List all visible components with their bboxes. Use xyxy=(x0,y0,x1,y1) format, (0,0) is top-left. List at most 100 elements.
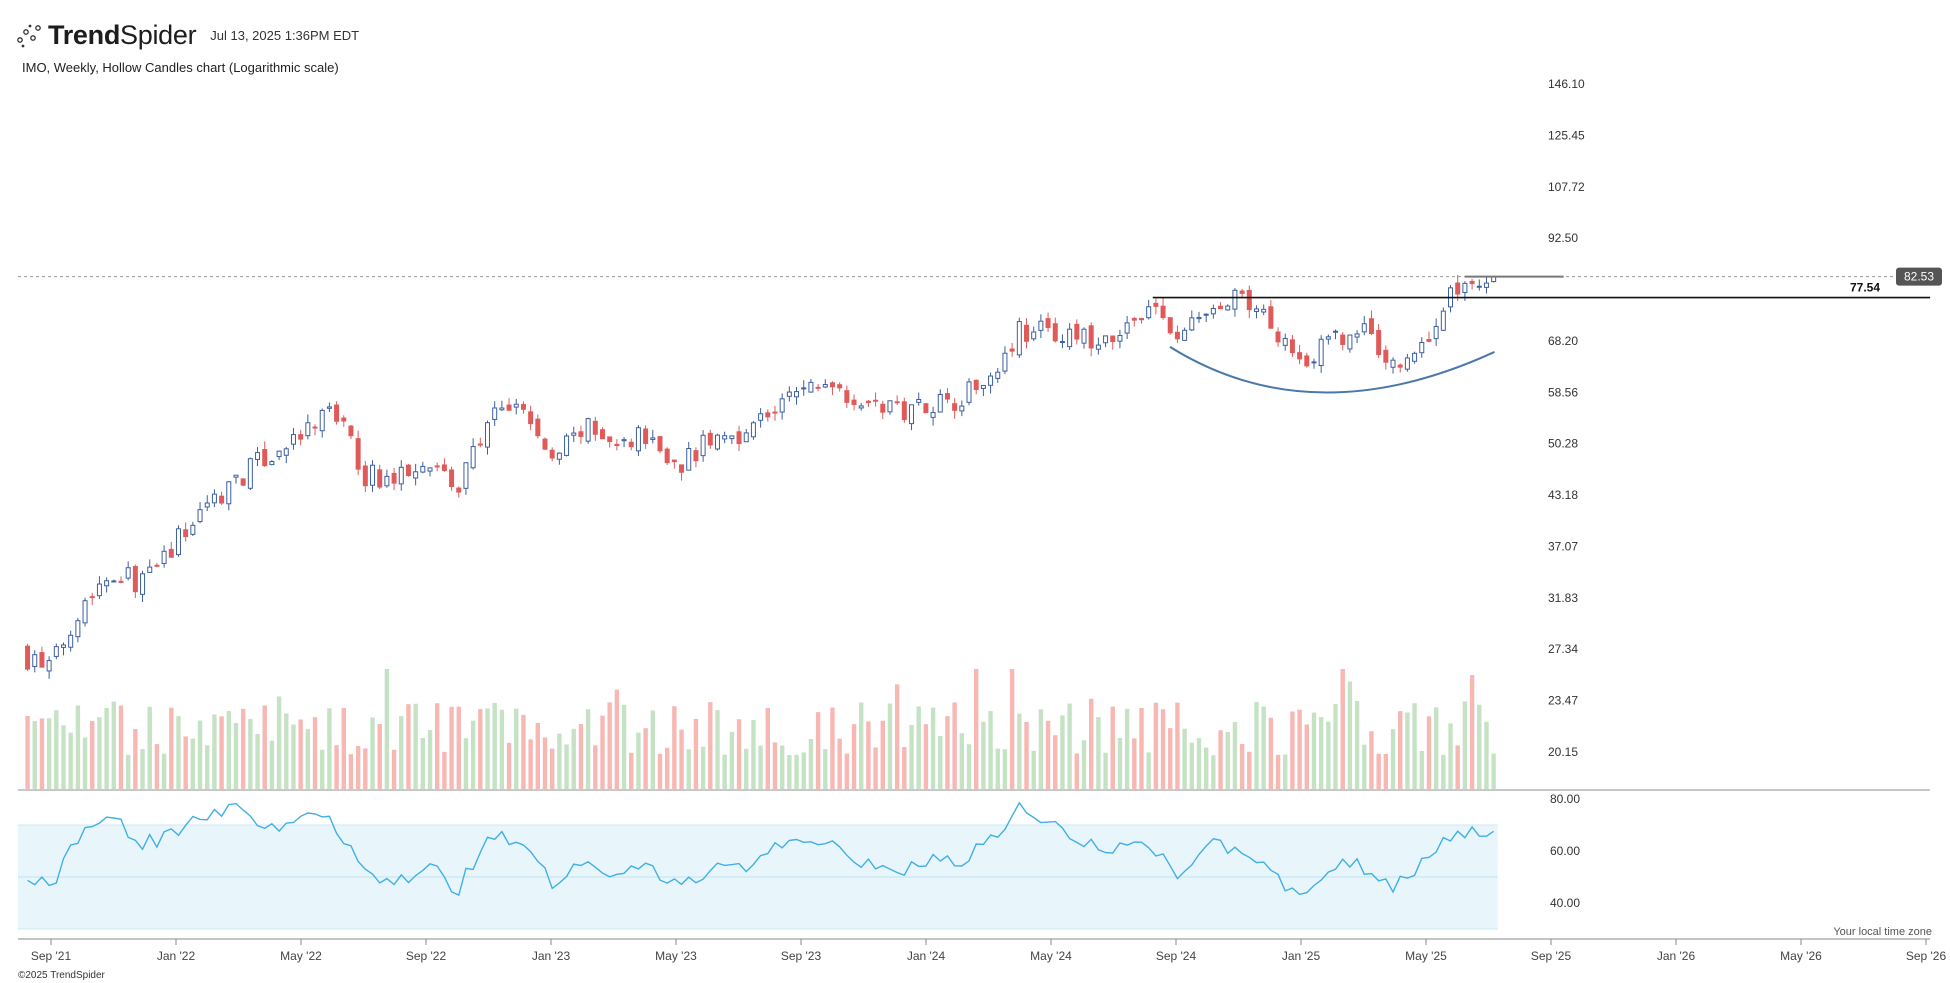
candle-body xyxy=(82,600,88,624)
candle-body xyxy=(1088,325,1094,349)
volume-bar xyxy=(341,708,346,789)
volume-bar xyxy=(1469,675,1475,789)
candle-body xyxy=(1275,331,1281,343)
candle-body xyxy=(657,436,663,452)
volume-bar xyxy=(578,724,584,789)
volume-bar xyxy=(1484,721,1489,789)
volume-bar xyxy=(406,704,411,789)
volume-bar xyxy=(650,710,656,789)
candle-body xyxy=(262,449,268,467)
candle-body xyxy=(1419,341,1425,354)
volume-bar xyxy=(363,748,368,789)
volume-bar xyxy=(291,724,296,789)
candle-body xyxy=(441,464,447,471)
volume-bar xyxy=(535,722,541,789)
candle-body xyxy=(506,404,512,411)
volume-bar xyxy=(442,751,447,789)
candle-body xyxy=(628,441,634,448)
candle-body xyxy=(750,422,756,438)
candle-body xyxy=(542,438,548,450)
volume-bar xyxy=(1225,731,1230,789)
candle-body xyxy=(671,459,677,463)
candle-body xyxy=(1203,313,1209,316)
volume-bar xyxy=(111,701,117,789)
volume-bar xyxy=(945,716,950,789)
candle-body xyxy=(1081,328,1087,344)
volume-bar xyxy=(844,753,850,789)
volume-bar xyxy=(995,748,1000,789)
candle-body xyxy=(276,450,282,458)
candle-body xyxy=(132,566,138,593)
candle-body xyxy=(700,434,706,457)
time-axis-tick: Sep '25 xyxy=(1531,949,1572,963)
volume-bar xyxy=(1354,700,1360,789)
volume-bar xyxy=(90,721,95,789)
candle-body xyxy=(355,438,361,470)
rsi-axis-tick: 40.00 xyxy=(1550,896,1580,910)
volume-bar xyxy=(794,754,799,789)
price-axis-tick: 107.72 xyxy=(1548,180,1585,194)
candle-body xyxy=(398,466,404,485)
timezone-note: Your local time zone xyxy=(1833,926,1932,938)
candle-body xyxy=(154,564,160,567)
volume-bar xyxy=(1067,703,1072,789)
time-axis-tick: May '25 xyxy=(1405,949,1447,963)
volume-bar xyxy=(1311,712,1317,789)
candle-body xyxy=(779,398,785,413)
volume-bar xyxy=(765,707,770,789)
price-axis-tick: 92.50 xyxy=(1548,231,1578,245)
candle-body xyxy=(1239,290,1245,294)
candle-body xyxy=(1282,337,1288,346)
time-axis-tick: May '24 xyxy=(1030,949,1072,963)
volume-bar xyxy=(1290,711,1295,789)
volume-bar xyxy=(894,684,900,789)
volume-bar xyxy=(1060,715,1065,789)
candle-body xyxy=(1124,322,1130,334)
candle-body xyxy=(865,400,871,404)
volume-bar xyxy=(686,749,691,789)
candle-body xyxy=(427,467,433,472)
volume-bar xyxy=(542,737,548,789)
candle-body xyxy=(1433,325,1439,340)
candle-body xyxy=(571,432,577,436)
volume-bar xyxy=(988,711,993,789)
volume-bar xyxy=(887,703,893,789)
volume-bar xyxy=(1283,754,1288,789)
volume-bar xyxy=(1419,750,1424,789)
volume-bar xyxy=(916,706,921,789)
candle-body xyxy=(1268,306,1274,329)
volume-bar xyxy=(456,706,461,789)
candle-body xyxy=(140,573,146,595)
candle-body xyxy=(405,464,411,477)
candle-body xyxy=(305,422,311,437)
candle-body xyxy=(937,393,943,413)
candle-body xyxy=(901,401,907,421)
candle-body xyxy=(729,435,735,440)
volume-bar xyxy=(557,733,562,789)
candle-body xyxy=(988,375,994,386)
candle-body xyxy=(391,472,397,484)
volume-bar xyxy=(643,728,648,789)
candle-body xyxy=(1110,335,1116,343)
volume-bar xyxy=(1254,702,1259,789)
price-axis-tick: 23.47 xyxy=(1548,694,1578,708)
candle-body xyxy=(96,583,102,597)
volume-bar xyxy=(1017,713,1022,789)
volume-bar xyxy=(621,704,627,789)
volume-bar xyxy=(751,720,756,789)
volume-bar xyxy=(815,712,821,789)
volume-bar xyxy=(787,755,792,789)
volume-bar xyxy=(1390,729,1396,789)
volume-bar xyxy=(499,709,505,789)
volume-bar xyxy=(427,730,433,789)
candle-body xyxy=(1045,318,1051,329)
time-axis-tick: May '26 xyxy=(1780,949,1822,963)
volume-bar xyxy=(1146,752,1151,789)
rsi-axis-tick: 80.00 xyxy=(1550,792,1580,806)
price-axis-tick: 68.20 xyxy=(1548,334,1578,348)
volume-bar xyxy=(348,754,354,789)
price-axis-tick: 37.07 xyxy=(1548,539,1578,553)
candle-body xyxy=(592,420,598,435)
volume-bar xyxy=(952,702,957,789)
